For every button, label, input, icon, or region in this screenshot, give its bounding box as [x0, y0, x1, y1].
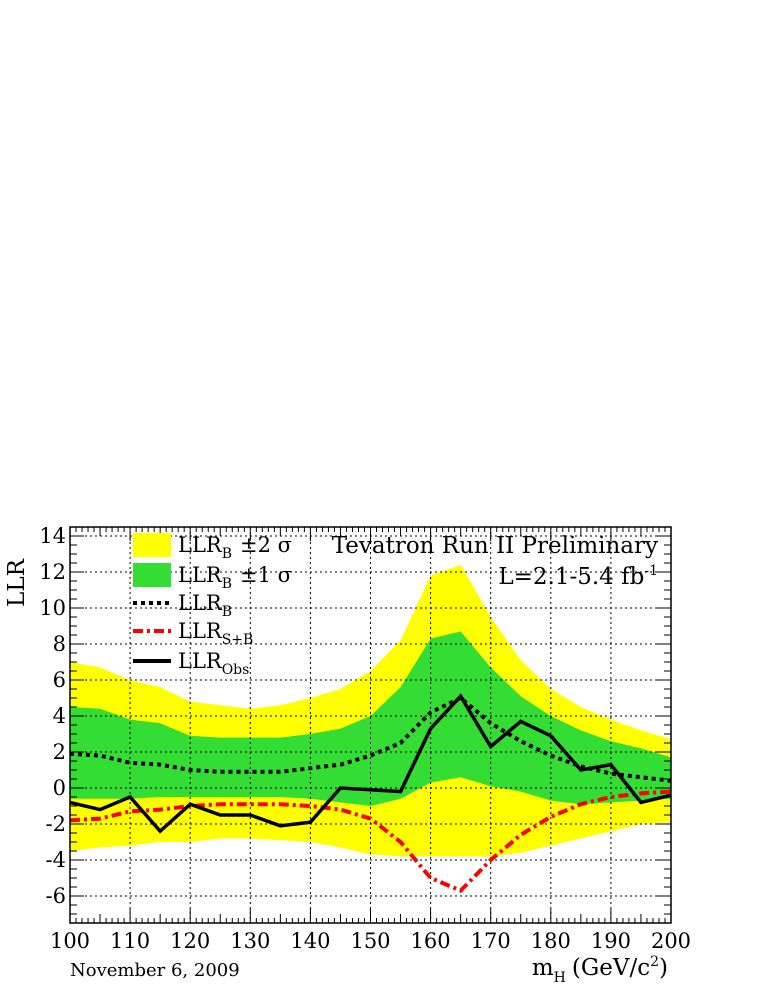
legend-label-llr_sb: LLRS+B [178, 619, 253, 648]
y-tick-label: -2 [46, 812, 66, 836]
x-axis-label-sub: H [554, 970, 566, 986]
legend-text: LLR [178, 591, 223, 615]
x-tick-label: 170 [471, 929, 511, 953]
series-llr-obs [69, 693, 672, 834]
y-tick-label: 10 [39, 596, 66, 620]
luminosity-annotation: L=2.1-5.4 fb-1 [498, 563, 658, 590]
legend-text: LLR [178, 649, 223, 673]
legend-text: LLR [178, 533, 223, 557]
x-axis-label-unit: (GeV/c [572, 955, 650, 981]
x-axis-label: mH (GeV/c2) [532, 954, 668, 986]
legend-label-band2: LLRB ±2 σ [178, 533, 292, 562]
legend-label-llr_obs: LLRObs [178, 649, 249, 678]
y-axis-label: LLR [4, 558, 30, 607]
legend-swatch-band2 [133, 533, 171, 557]
x-tick-label: 110 [110, 929, 150, 953]
legend-suffix: ±2 σ [240, 533, 292, 557]
x-tick-label: 130 [230, 929, 270, 953]
x-axis-label-unit-sup: 2 [650, 954, 659, 970]
y-tick-label: -4 [46, 848, 66, 872]
series-llr-sb [69, 789, 672, 893]
y-tick-label: 12 [39, 560, 66, 584]
x-tick-label: 160 [411, 929, 451, 953]
y-tick-label: 2 [53, 740, 66, 764]
legend-sub: B [222, 546, 232, 562]
legend-swatch-band1 [133, 563, 171, 587]
x-tick-label: 190 [591, 929, 631, 953]
legend-text: LLR [178, 563, 223, 587]
legend-label-llr_b: LLRB [178, 591, 232, 620]
legend-sub: S+B [222, 632, 254, 648]
experiment-annotation: Tevatron Run II Preliminary [332, 533, 658, 559]
legend-sub: B [222, 576, 232, 592]
luminosity-text: L=2.1-5.4 fb [498, 564, 644, 590]
x-tick-label: 120 [170, 929, 210, 953]
x-tick-label: 150 [350, 929, 390, 953]
x-tick-label: 180 [531, 929, 571, 953]
luminosity-sup: -1 [644, 563, 658, 579]
x-tick-label: 140 [290, 929, 330, 953]
y-tick-label: 8 [53, 632, 66, 656]
legend-sub: Obs [222, 662, 250, 678]
legend-text: LLR [178, 619, 223, 643]
y-tick-label: 6 [53, 668, 66, 692]
legend-label-band1: LLRB ±1 σ [178, 563, 292, 592]
axis-ticks [69, 526, 672, 924]
y-tick-label: 4 [53, 704, 66, 728]
data-lines [69, 693, 672, 893]
date-annotation: November 6, 2009 [70, 960, 240, 981]
y-tick-label: 0 [53, 776, 66, 800]
legend-sub: B [222, 604, 232, 620]
y-tick-label: -6 [46, 884, 66, 908]
x-tick-label: 100 [50, 929, 90, 953]
x-tick-label: 200 [651, 929, 691, 953]
x-axis-label-unit-close: ) [659, 955, 668, 981]
y-tick-label: 14 [39, 524, 66, 548]
legend-suffix: ±1 σ [240, 563, 292, 587]
tick-labels: 100 110 120 130 140 150 160 170 180 190 200 -6 -4 -2 0… [39, 524, 691, 953]
x-axis-label-m: m [532, 955, 554, 981]
